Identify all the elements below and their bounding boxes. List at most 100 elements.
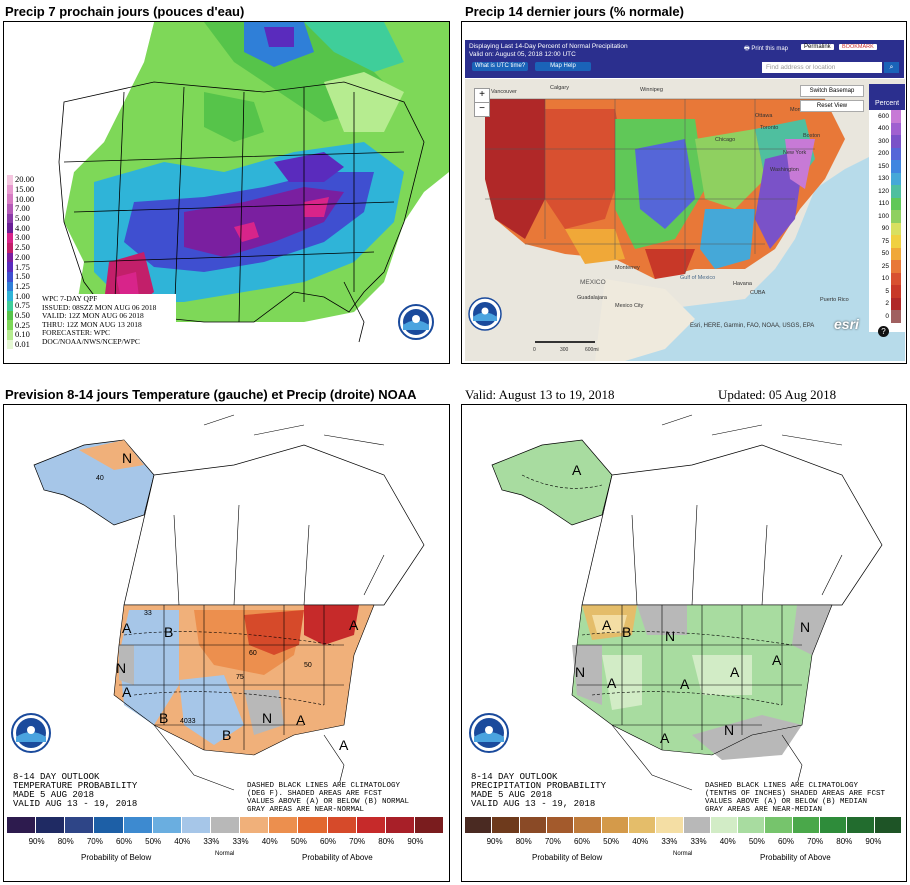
qpf-legend-swatch bbox=[7, 281, 13, 292]
scale-label: 0 bbox=[533, 347, 536, 353]
legend-percent-label: 80% bbox=[57, 837, 74, 846]
bookmark-button[interactable]: BOOKMARK bbox=[839, 44, 877, 50]
place-label: Toronto bbox=[760, 125, 778, 131]
legend-swatch bbox=[792, 817, 821, 833]
noaa-logo bbox=[468, 297, 502, 331]
zoom-in-button[interactable]: + bbox=[474, 88, 490, 103]
percent-legend-row: 400 bbox=[869, 122, 905, 135]
qpf-legend-row: 0.75 bbox=[7, 301, 43, 311]
legend-percent-label: 40% bbox=[719, 837, 736, 846]
qpf-legend-swatch bbox=[7, 300, 13, 311]
place-label: Vancouver bbox=[491, 89, 517, 95]
precip-title-line: PRECIPITATION PROBABILITY bbox=[471, 781, 607, 791]
qpf-info-line: DOC/NOAA/NWS/NCEP/WPC bbox=[42, 336, 140, 346]
qpf-info-line: WPC 7-DAY QPF bbox=[42, 294, 98, 303]
temp-legend-percent-labels: 90% 80% 70% 60% 50% 40% 33% 33% 40% 50% 60% 70% 80% 9… bbox=[22, 837, 430, 846]
map-letter: A bbox=[772, 652, 782, 668]
qpf-legend: 20.00 15.00 10.00 7.00 5.00 4.00 3.00 2.50 2.00 1… bbox=[7, 175, 43, 350]
qpf-info-box: WPC 7-DAY QPF ISSUED: 08SZZ MON AUG 06 2… bbox=[40, 294, 176, 347]
temp-outlook-title: 8-14 DAY OUTLOOK TEMPERATURE PROBABILITY… bbox=[13, 773, 137, 809]
qpf-legend-row: 1.25 bbox=[7, 281, 43, 292]
legend-percent-label: 60% bbox=[319, 837, 336, 846]
legend-swatch bbox=[94, 817, 124, 833]
scale-label: 300 bbox=[560, 347, 569, 353]
legend-swatch bbox=[356, 817, 386, 833]
temp-below-label: Probability of Below bbox=[81, 853, 152, 862]
percent-legend-row: 50 bbox=[869, 247, 905, 260]
percent-legend-value: 90 bbox=[881, 225, 889, 233]
switch-basemap-button[interactable]: Switch Basemap bbox=[800, 85, 864, 97]
print-label: Print this map bbox=[751, 46, 789, 52]
caption-updated-date: Updated: 05 Aug 2018 bbox=[718, 387, 837, 402]
legend-swatch bbox=[765, 817, 793, 833]
percent-legend-row: 25 bbox=[869, 260, 905, 273]
map-letter: A bbox=[296, 712, 306, 728]
qpf-legend-row: 1.75 bbox=[7, 262, 43, 272]
print-map-link[interactable]: 🖶 Print this map bbox=[744, 44, 788, 54]
search-button[interactable]: ⌕ bbox=[884, 62, 899, 73]
legend-percent-label: 50% bbox=[603, 837, 620, 846]
contour-label: 60 bbox=[249, 650, 257, 657]
percent-legend-value: 110 bbox=[878, 200, 889, 208]
place-label: Havana bbox=[733, 281, 753, 287]
percent-legend-value: 10 bbox=[881, 275, 889, 283]
precip-outlook-title: 8-14 DAY OUTLOOK PRECIPITATION PROBABILI… bbox=[471, 773, 606, 809]
qpf-legend-row: 20.00 bbox=[7, 175, 43, 185]
percent-legend-swatch bbox=[891, 197, 901, 210]
qpf-precip-shading bbox=[59, 22, 449, 327]
percent-legend-swatch bbox=[891, 160, 901, 173]
legend-percent-label: 70% bbox=[349, 837, 366, 846]
legend-swatch bbox=[738, 817, 766, 833]
percent-legend-value: 0 bbox=[885, 312, 889, 320]
qpf-legend-swatch bbox=[7, 330, 13, 340]
legend-percent-label: 40% bbox=[174, 837, 191, 846]
precip-title-line: VALID AUG 13 - 19, 2018 bbox=[471, 799, 596, 809]
legend-swatch bbox=[628, 817, 657, 833]
qpf-legend-value: 20.00 bbox=[15, 174, 35, 185]
place-label: Calgary bbox=[550, 85, 569, 91]
qpf-legend-value: 0.75 bbox=[15, 300, 30, 311]
percent-legend-swatch bbox=[891, 297, 901, 310]
qpf-legend-row: 4.00 bbox=[7, 222, 43, 234]
legend-swatch bbox=[492, 817, 520, 833]
place-label: MEXICO bbox=[580, 279, 606, 286]
permalink-button[interactable]: Permalink bbox=[801, 44, 834, 50]
qpf-legend-swatch bbox=[7, 204, 13, 214]
contour-label: 50 bbox=[304, 662, 312, 669]
map-letter: N bbox=[724, 722, 734, 738]
scale-label: 600mi bbox=[585, 347, 599, 353]
legend-percent-label: 50% bbox=[748, 837, 765, 846]
legend-swatch bbox=[847, 817, 875, 833]
reset-view-button[interactable]: Reset View bbox=[800, 100, 864, 112]
utc-help-button[interactable]: What is UTC time? bbox=[472, 62, 528, 71]
zoom-out-button[interactable]: − bbox=[474, 102, 490, 117]
contour-label: 75 bbox=[236, 674, 244, 681]
qpf-legend-value: 4.00 bbox=[15, 222, 30, 233]
map-letter: B bbox=[159, 710, 168, 726]
percent-legend-header: Percent bbox=[869, 84, 905, 110]
percent-legend-swatch bbox=[891, 272, 901, 285]
legend-swatch bbox=[874, 817, 902, 833]
percent-legend-row: 600 bbox=[869, 110, 905, 123]
map-letter: N bbox=[665, 628, 675, 644]
temp-title-line: MADE 5 AUG 2018 bbox=[13, 790, 95, 800]
qpf-legend-swatch bbox=[7, 184, 13, 195]
qpf-info-line: VALID: 12Z MON AUG 06 2018 bbox=[42, 311, 144, 320]
qpf-legend-value: 7.00 bbox=[15, 203, 30, 214]
temp-outlook-map: N B A A N A B B N A A 40 33 60 50 75 403… bbox=[11, 414, 425, 791]
qpf-legend-swatch bbox=[7, 320, 13, 330]
search-input[interactable]: Find address or location bbox=[762, 62, 882, 73]
map-letter: A bbox=[339, 737, 349, 753]
precip-legend-bar bbox=[465, 817, 902, 833]
qpf-legend-row: 1.50 bbox=[7, 272, 43, 282]
legend-swatch bbox=[601, 817, 629, 833]
legend-percent-label: 33% bbox=[661, 837, 678, 846]
legend-swatch bbox=[123, 817, 153, 833]
legend-percent-label: 50% bbox=[290, 837, 307, 846]
map-letter: N bbox=[800, 619, 810, 635]
qpf-info-line: FORECASTER: WPC bbox=[42, 328, 111, 337]
percent-legend-value: 130 bbox=[878, 175, 889, 183]
map-help-button[interactable]: Map Help bbox=[535, 62, 591, 71]
info-icon[interactable]: ? bbox=[878, 326, 889, 337]
legend-swatch bbox=[519, 817, 547, 833]
